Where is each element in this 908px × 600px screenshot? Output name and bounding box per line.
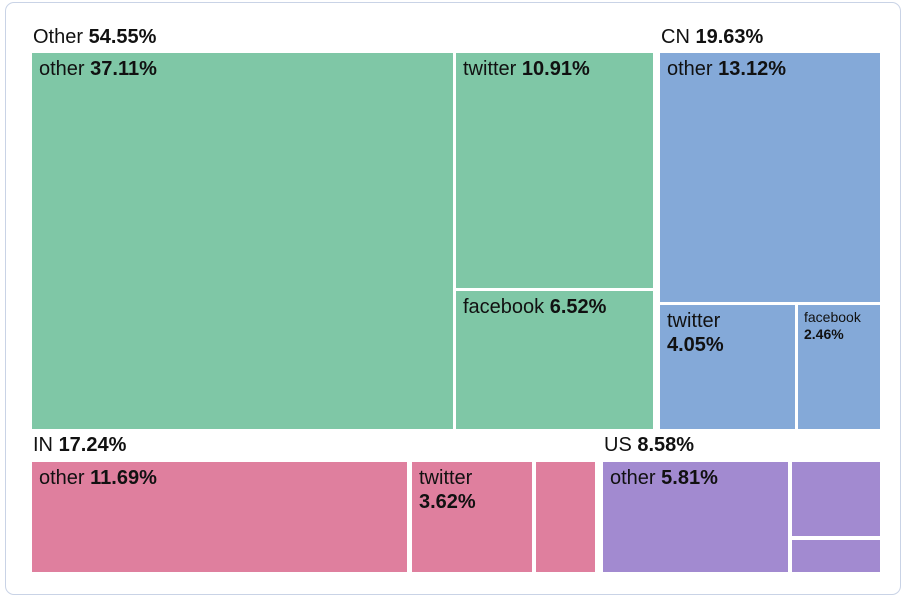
treemap-cell-other-facebook[interactable]: facebook 6.52% bbox=[456, 291, 653, 429]
cell-value: 10.91% bbox=[521, 58, 590, 80]
treemap-cell-in-twitter[interactable]: twitter 3.62% bbox=[412, 462, 532, 572]
treemap-cell-cn-twitter[interactable]: twitter 4.05% bbox=[660, 305, 795, 429]
cell-label: twitter bbox=[463, 58, 517, 80]
cell-value: 2.46% bbox=[804, 325, 844, 342]
treemap-cell-in-unlabeled[interactable] bbox=[536, 462, 595, 572]
cell-label: facebook bbox=[804, 309, 861, 325]
group-label-cn: CN 19.63% bbox=[661, 25, 763, 49]
cell-value: 6.52% bbox=[549, 296, 607, 318]
group-value: 8.58% bbox=[637, 434, 695, 456]
treemap-cell-other-other[interactable]: other 37.11% bbox=[32, 53, 453, 429]
group-value: 17.24% bbox=[58, 434, 127, 456]
group-name: CN bbox=[661, 26, 690, 48]
cell-label: twitter bbox=[667, 310, 721, 332]
cell-label: other bbox=[39, 467, 85, 489]
treemap-cell-other-twitter[interactable]: twitter 10.91% bbox=[456, 53, 653, 288]
cell-value: 11.69% bbox=[90, 467, 157, 489]
cell-label: twitter bbox=[419, 467, 473, 489]
group-name: US bbox=[604, 434, 632, 456]
cell-value: 13.12% bbox=[718, 58, 786, 80]
treemap-cell-us-unlabeled-bottom[interactable] bbox=[792, 540, 880, 572]
cell-label: other bbox=[667, 58, 713, 80]
cell-value: 4.05% bbox=[667, 333, 724, 356]
cell-label: other bbox=[610, 467, 656, 489]
cell-label: other bbox=[39, 58, 85, 80]
cell-label: facebook bbox=[463, 296, 545, 318]
group-value: 54.55% bbox=[88, 26, 157, 48]
treemap-cell-cn-other[interactable]: other 13.12% bbox=[660, 53, 880, 302]
group-label-other: Other 54.55% bbox=[33, 25, 156, 49]
cell-value: 3.62% bbox=[419, 490, 476, 513]
group-value: 19.63% bbox=[695, 26, 764, 48]
treemap-cell-in-other[interactable]: other 11.69% bbox=[32, 462, 407, 572]
group-label-us: US 8.58% bbox=[604, 433, 694, 457]
treemap-cell-cn-facebook[interactable]: facebook 2.46% bbox=[798, 305, 880, 429]
cell-value: 37.11% bbox=[90, 58, 157, 80]
cell-value: 5.81% bbox=[661, 467, 718, 489]
treemap-cell-us-other[interactable]: other 5.81% bbox=[603, 462, 788, 572]
group-name: Other bbox=[33, 26, 84, 48]
treemap-cell-us-unlabeled-top[interactable] bbox=[792, 462, 880, 536]
group-name: IN bbox=[33, 434, 53, 456]
group-label-in: IN 17.24% bbox=[33, 433, 126, 457]
